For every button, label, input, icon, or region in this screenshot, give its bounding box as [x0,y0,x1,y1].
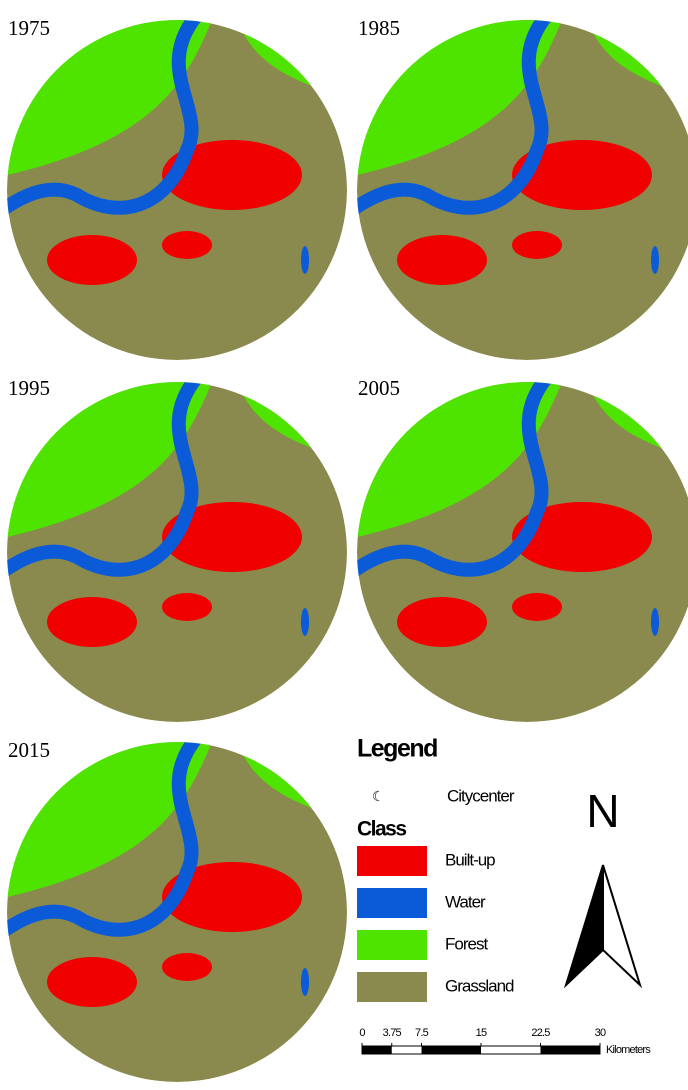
map-year-label: 1985 [358,16,400,40]
water-body [651,246,659,274]
class-label: Forest [445,934,488,953]
scale-tick-label: 22.5 [531,1027,550,1039]
built-up-area [162,593,212,621]
scale-unit: Kilometers [606,1044,651,1056]
built-up-area [397,235,487,285]
water-body [301,968,309,996]
built-up-area [47,957,137,1007]
water-body [651,608,659,636]
class-label: Water [445,892,486,911]
built-up-area [47,597,137,647]
built-up-area [162,953,212,981]
north-arrow [566,865,640,985]
scale-tick-label: 30 [595,1027,606,1039]
map-year-label: 1975 [8,16,50,40]
scale-segment [422,1046,482,1054]
water-body [301,246,309,274]
built-up-area [162,231,212,259]
citycenter-label: Citycenter [447,786,515,805]
built-up-area [47,235,137,285]
legend-title: Legend [357,735,437,763]
scale-segment [541,1046,601,1054]
map-year-label: 2005 [358,376,400,400]
land-cover-map [352,15,688,360]
built-up-area [397,597,487,647]
class-label: Built-up [445,850,495,869]
north-label: N [586,785,619,837]
class-swatch [357,930,427,960]
map-year-label: 1995 [8,376,50,400]
class-swatch [357,888,427,918]
scale-tick-label: 7.5 [415,1027,429,1039]
class-list: Built-up Water Forest Grassland [357,846,514,1002]
scale-tick-label: 15 [476,1027,487,1039]
class-swatch [357,846,427,876]
citycenter-symbol: ☾ [372,789,385,805]
land-cover-map [2,15,347,360]
land-cover-map [2,377,347,722]
built-up-area [512,231,562,259]
built-up-area [512,593,562,621]
water-body [301,608,309,636]
class-swatch [357,972,427,1002]
figure: 1975 1985 1995 2005 2015 Legend ☾ Citycenter… [0,0,688,1090]
land-cover-map [2,737,347,1082]
class-label: Grassland [445,976,514,995]
land-cover-map [352,377,688,722]
scale-tick-label: 3.75 [383,1027,402,1039]
scale-tick-label: 0 [359,1027,365,1039]
scale-segment [362,1046,392,1054]
class-title: Class [357,818,406,841]
map-year-label: 2015 [8,738,50,762]
